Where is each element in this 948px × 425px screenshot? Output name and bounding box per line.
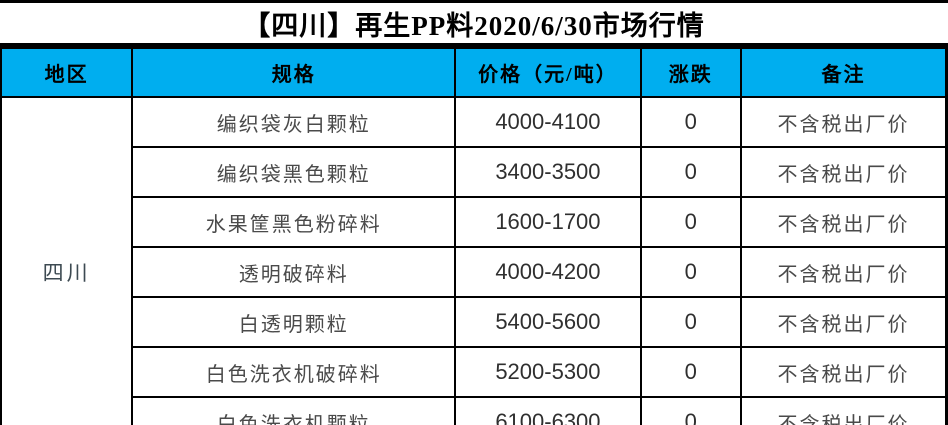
spec-cell: 水果筐黑色粉碎料: [132, 197, 457, 248]
column-header-spec: 规格: [132, 49, 457, 98]
price-cell: 5200-5300: [455, 347, 642, 398]
column-header-region: 地区: [1, 49, 134, 98]
spec-cell: 编织袋灰白颗粒: [132, 97, 457, 148]
header-row: 地区 规格 价格（元/吨） 涨跌 备注: [1, 49, 947, 98]
title-divider: [0, 43, 948, 49]
note-cell: 不含税出厂价: [740, 397, 947, 425]
table-row: 透明破碎料 4000-4200 0 不含税出厂价: [1, 247, 947, 298]
change-cell: 0: [640, 147, 742, 198]
table-body: 四川 编织袋灰白颗粒 4000-4100 0 不含税出厂价 编织袋黑色颗粒 34…: [1, 97, 947, 425]
table-row: 四川 编织袋灰白颗粒 4000-4100 0 不含税出厂价: [1, 97, 947, 425]
column-header-note: 备注: [740, 49, 947, 98]
table-header: 地区 规格 价格（元/吨） 涨跌 备注: [1, 49, 947, 98]
note-cell: 不含税出厂价: [740, 347, 947, 398]
column-header-price: 价格（元/吨）: [455, 49, 642, 98]
note-cell: 不含税出厂价: [740, 147, 947, 198]
spec-cell: 白色洗衣机颗粒: [132, 397, 457, 425]
region-cell: 四川: [1, 97, 134, 425]
note-cell: 不含税出厂价: [740, 297, 947, 348]
price-cell: 4000-4100: [455, 97, 642, 148]
price-cell: 6100-6300: [455, 397, 642, 425]
spec-cell: 白透明颗粒: [132, 297, 457, 348]
column-header-change: 涨跌: [640, 49, 742, 98]
table-row: 水果筐黑色粉碎料 1600-1700 0 不含税出厂价: [1, 197, 947, 248]
price-cell: 3400-3500: [455, 147, 642, 198]
price-table: 地区 规格 价格（元/吨） 涨跌 备注 四川 编织袋灰白颗粒 4000-4100…: [0, 49, 948, 425]
note-cell: 不含税出厂价: [740, 97, 947, 148]
spec-cell: 透明破碎料: [132, 247, 457, 298]
change-cell: 0: [640, 397, 742, 425]
table-row: 白色洗衣机颗粒 6100-6300 0 不含税出厂价: [1, 397, 947, 425]
change-cell: 0: [640, 347, 742, 398]
table-row: 编织袋黑色颗粒 3400-3500 0 不含税出厂价: [1, 147, 947, 198]
change-cell: 0: [640, 97, 742, 148]
change-cell: 0: [640, 297, 742, 348]
note-cell: 不含税出厂价: [740, 247, 947, 298]
table-row: 白透明颗粒 5400-5600 0 不含税出厂价: [1, 297, 947, 348]
spec-cell: 白色洗衣机破碎料: [132, 347, 457, 398]
price-cell: 1600-1700: [455, 197, 642, 248]
change-cell: 0: [640, 247, 742, 298]
price-cell: 5400-5600: [455, 297, 642, 348]
spec-cell: 编织袋黑色颗粒: [132, 147, 457, 198]
change-cell: 0: [640, 197, 742, 248]
note-cell: 不含税出厂价: [740, 197, 947, 248]
price-cell: 4000-4200: [455, 247, 642, 298]
report-title-bar: 【四川】再生PP料2020/6/30市场行情: [0, 3, 948, 43]
table-row: 白色洗衣机破碎料 5200-5300 0 不含税出厂价: [1, 347, 947, 398]
page-title: 【四川】再生PP料2020/6/30市场行情: [243, 10, 705, 41]
